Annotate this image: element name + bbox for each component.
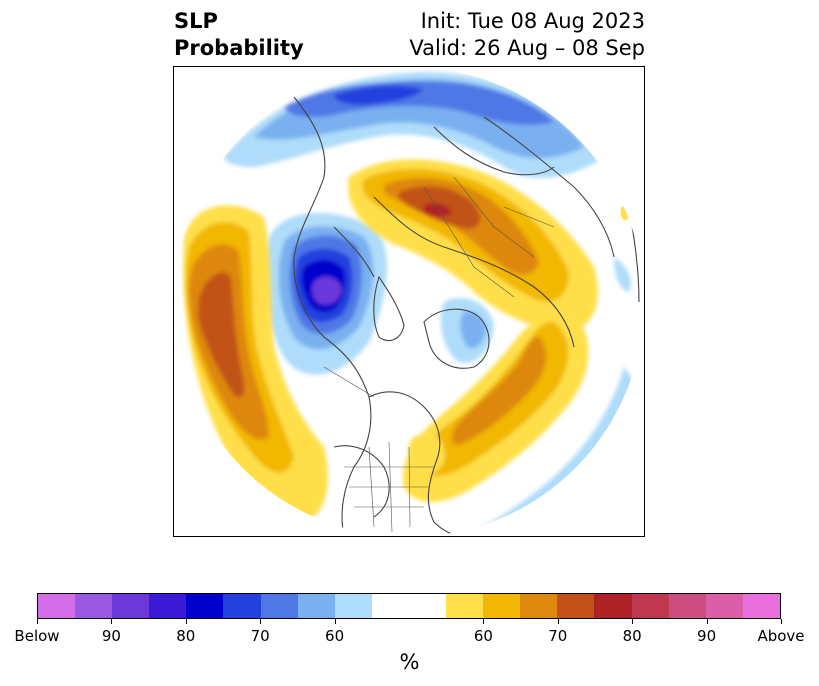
colorbar-tick-mark xyxy=(632,619,634,624)
colorbar-tick-label: 80 xyxy=(622,627,642,645)
colorbar-tick-label: Above xyxy=(757,627,805,645)
colorbar-segment xyxy=(520,594,558,618)
colorbar-segment xyxy=(483,594,521,618)
colorbar-tick-label: 80 xyxy=(176,627,196,645)
map-canvas xyxy=(174,67,644,536)
title-left: SLP Probability xyxy=(174,8,304,62)
init-date: Init: Tue 08 Aug 2023 xyxy=(420,9,645,33)
colorbar-tick-label: 60 xyxy=(325,627,345,645)
colorbar-segment xyxy=(371,594,447,618)
colorbar-segment xyxy=(594,594,632,618)
arctic-low-anomaly xyxy=(224,72,604,178)
colorbar-unit: % xyxy=(399,650,420,674)
colorbar xyxy=(37,593,781,619)
colorbar-segment xyxy=(149,594,187,618)
colorbar-tick-label: Below xyxy=(14,627,60,645)
colorbar-segment xyxy=(742,594,780,618)
colorbar-segment xyxy=(260,594,298,618)
colorbar-tick-label: 90 xyxy=(697,627,717,645)
colorbar-tick-label: 60 xyxy=(473,627,493,645)
colorbar-tick-mark xyxy=(260,619,262,624)
title-type: Probability xyxy=(174,36,304,60)
probability-map xyxy=(173,66,645,537)
colorbar-segment xyxy=(334,594,372,618)
colorbar-segment xyxy=(112,594,150,618)
colorbar-tick-label: 90 xyxy=(101,627,121,645)
eurasia-high-anomaly xyxy=(348,159,598,332)
colorbar-tick-label: 70 xyxy=(548,627,568,645)
title-right: Init: Tue 08 Aug 2023 Valid: 26 Aug – 08… xyxy=(409,8,645,62)
colorbar-tick-mark xyxy=(185,619,187,624)
colorbar-tick-mark xyxy=(111,619,113,624)
colorbar-tick-mark xyxy=(781,619,782,624)
colorbar-tick-mark xyxy=(37,619,38,624)
colorbar-segment xyxy=(75,594,113,618)
colorbar-segment xyxy=(668,594,706,618)
title-variable: SLP xyxy=(174,9,218,33)
country-borders xyxy=(323,176,555,533)
colorbar-tick-mark xyxy=(483,619,485,624)
colorbar-segment xyxy=(186,594,224,618)
colorbar-segment xyxy=(38,594,76,618)
colorbar-tick-mark xyxy=(334,619,336,624)
atlantic-high-anomaly xyxy=(403,311,589,502)
colorbar-segment xyxy=(631,594,669,618)
colorbar-segment xyxy=(705,594,743,618)
pacific-high-anomaly xyxy=(183,205,328,523)
colorbar-segment xyxy=(297,594,335,618)
colorbar-tick-mark xyxy=(557,619,559,624)
valid-range: Valid: 26 Aug – 08 Sep xyxy=(409,36,645,60)
colorbar-tick-mark xyxy=(706,619,708,624)
colorbar-segment xyxy=(223,594,261,618)
greenland-low-anomaly xyxy=(440,298,494,363)
colorbar-segment xyxy=(557,594,595,618)
colorbar-segment xyxy=(446,594,484,618)
colorbar-tick-label: 70 xyxy=(250,627,270,645)
